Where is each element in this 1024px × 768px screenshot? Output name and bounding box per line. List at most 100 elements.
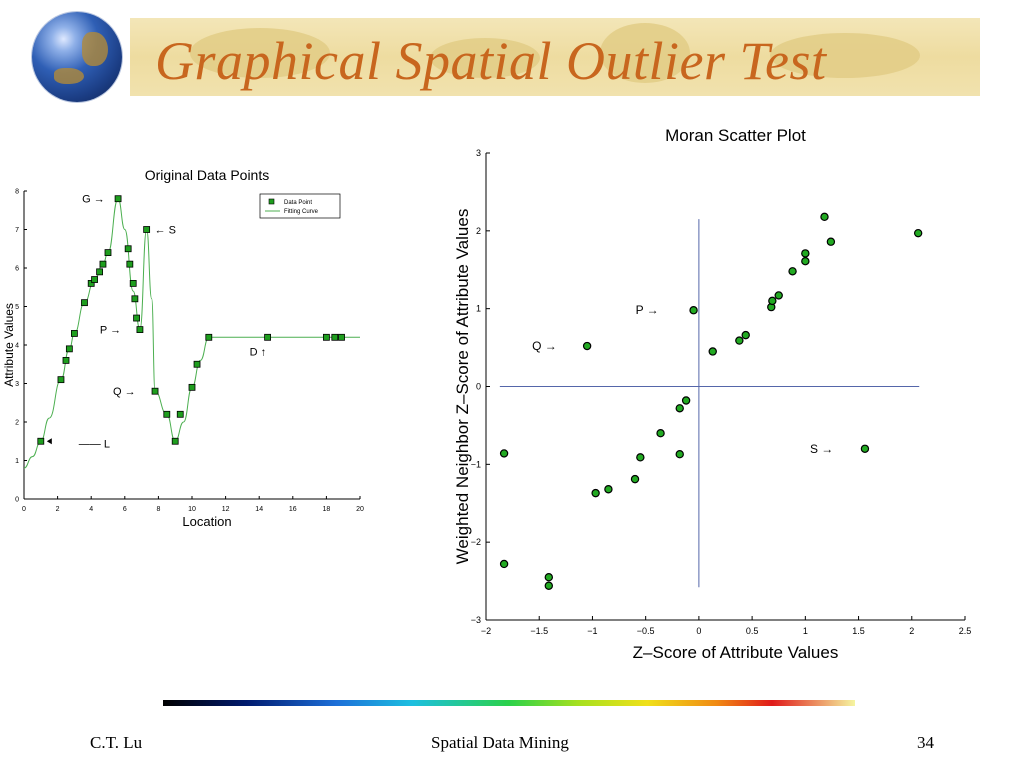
scatter-point [656, 429, 665, 438]
x-tick-label: −1.5 [530, 626, 548, 636]
scatter-point [826, 237, 836, 246]
scatter-point [801, 249, 810, 258]
scatter-point [499, 559, 509, 569]
scatter-point [768, 296, 777, 306]
y-tick-label: 1 [476, 304, 481, 314]
data-point-marker [205, 333, 213, 341]
x-tick-label: 18 [323, 506, 331, 513]
globe-logo [32, 12, 122, 102]
legend-label-fitting-curve: Fitting Curve [284, 209, 319, 215]
y-tick-label: 7 [15, 227, 19, 234]
scatter-point [774, 291, 783, 300]
data-point-marker [131, 295, 139, 303]
x-axis-label: Z–Score of Attribute Values [633, 643, 839, 662]
y-tick-label: 1 [15, 458, 19, 465]
decorative-gradient-bar [163, 700, 855, 706]
y-axis-label: Attribute Values [2, 303, 16, 387]
annotation-q: Q → [532, 339, 557, 353]
data-point-marker [163, 410, 171, 418]
annotation-s: ← S [155, 225, 176, 237]
y-tick-label: −2 [471, 537, 481, 547]
y-tick-label: −1 [471, 459, 481, 469]
title-banner [130, 18, 980, 96]
data-point-marker [331, 333, 339, 341]
legend-label-data-point: Data Point [284, 200, 312, 206]
data-point-marker [322, 333, 330, 341]
data-point-marker [126, 260, 134, 268]
footer-course: Spatial Data Mining [431, 733, 569, 752]
data-point-marker [96, 268, 103, 276]
data-point-marker [171, 437, 179, 445]
data-point-marker [129, 280, 137, 287]
scatter-point [820, 212, 829, 222]
scatter-point [681, 396, 691, 405]
scatter-point [636, 453, 645, 462]
y-tick-label: 6 [15, 266, 19, 273]
scatter-point [591, 488, 600, 498]
y-tick-label: 2 [476, 226, 481, 236]
scatter-point [801, 256, 810, 266]
y-axis-label: Weighted Neighbor Z–Score of Attribute V… [453, 209, 472, 565]
annotation-g: G → [82, 194, 105, 206]
y-tick-label: 0 [476, 382, 481, 392]
legend-marker-data-point [268, 198, 275, 205]
scatter-point [499, 449, 509, 458]
x-tick-label: 0 [22, 506, 26, 513]
x-tick-label: 10 [188, 506, 196, 513]
data-point-marker [338, 333, 345, 341]
x-tick-label: −2 [481, 626, 491, 636]
chart-title: Moran Scatter Plot [665, 126, 806, 145]
annotation-l: —— L [79, 438, 110, 450]
annotation-arrowhead [46, 438, 52, 445]
annotation-p: P → [636, 303, 659, 317]
data-point-marker [71, 330, 78, 337]
scatter-point [708, 347, 717, 356]
data-point-marker [65, 345, 73, 353]
scatter-point [735, 336, 744, 345]
footer-page-number: 34 [917, 733, 934, 752]
data-point-marker [104, 249, 112, 256]
scatter-point [913, 228, 923, 238]
annotation-s: S → [810, 442, 833, 456]
x-tick-label: 0 [696, 626, 701, 636]
annotation-d: D ↑ [250, 346, 267, 358]
scatter-point [630, 474, 640, 484]
scatter-point [675, 450, 684, 459]
x-tick-label: 2 [909, 626, 914, 636]
data-point-marker [188, 383, 196, 391]
data-point-marker [264, 333, 272, 341]
data-point-marker [91, 276, 98, 283]
y-tick-label: 0 [15, 497, 19, 504]
x-tick-label: 2 [56, 506, 60, 513]
x-tick-label: −0.5 [637, 626, 655, 636]
legend-box [259, 193, 341, 219]
footer-author: C.T. Lu [90, 733, 143, 752]
data-point-marker [133, 314, 140, 322]
scatter-point [675, 404, 684, 413]
y-tick-label: 3 [476, 148, 481, 158]
x-tick-label: 1.5 [852, 626, 865, 636]
y-tick-label: −3 [471, 615, 481, 625]
scatter-point [544, 581, 554, 590]
moran-scatter-chart: −2 −1.5 −1 −0.5 0 0.5 1 1.5 2 2.5−3−2−10123Moran … [453, 126, 972, 662]
scatter-point [544, 572, 554, 582]
data-point-marker [37, 437, 45, 445]
scatter-point [788, 267, 797, 276]
data-point-marker [136, 326, 144, 334]
x-tick-label: 14 [255, 506, 263, 513]
x-tick-label: 2.5 [959, 626, 972, 636]
data-point-marker [114, 195, 122, 203]
y-tick-label: 8 [15, 189, 19, 196]
x-axis-label: Location [182, 514, 231, 529]
y-tick-label: 4 [15, 343, 19, 350]
x-tick-label: 16 [289, 506, 297, 513]
slide-title: Graphical Spatial Outlier Test [155, 31, 827, 91]
data-point-marker [151, 387, 159, 395]
x-tick-label: 12 [222, 506, 230, 513]
x-tick-label: 1 [803, 626, 808, 636]
scatter-point [582, 341, 592, 351]
x-tick-label: 0.5 [746, 626, 759, 636]
data-point-marker [57, 376, 65, 384]
x-tick-label: 6 [123, 506, 127, 513]
